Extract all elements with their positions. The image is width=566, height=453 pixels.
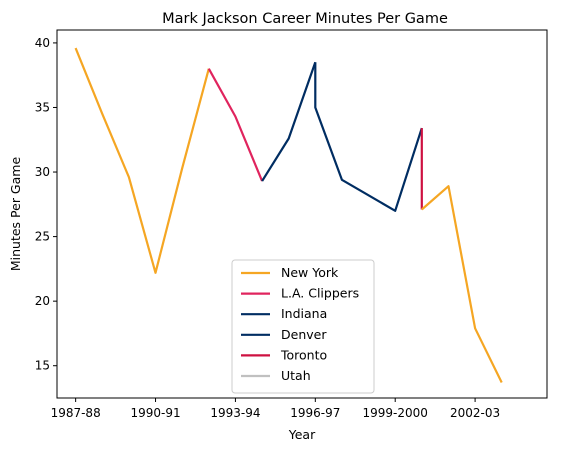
x-tick-label: 1990-91 [130,406,180,420]
y-axis-label: Minutes Per Game [8,157,23,272]
legend-label: L.A. Clippers [281,286,359,301]
y-axis: 15 20 25 30 35 40 [35,36,57,373]
x-axis-label: Year [288,427,316,442]
y-tick-label: 40 [35,36,50,50]
legend-label: Denver [281,327,327,342]
series-line-new-york [421,185,503,383]
series-line-new-york [74,47,210,274]
series-lines [74,47,503,383]
legend-label: Toronto [280,347,327,362]
y-tick-label: 20 [35,294,50,308]
x-tick-label: 1993-94 [210,406,260,420]
legend: New York L.A. Clippers Indiana Denver Toront… [231,259,375,394]
legend-label: New York [281,265,339,280]
x-tick-label: 1999-2000 [362,406,427,420]
series-line-l-a-clippers [207,68,264,182]
x-tick-label: 1996-97 [290,406,340,420]
legend-label: Utah [281,368,311,383]
chart-title: Mark Jackson Career Minutes Per Game [162,11,448,27]
series-line-indiana [261,61,317,182]
y-tick-label: 15 [35,359,50,373]
x-tick-label: 1987-88 [51,406,101,420]
y-tick-label: 25 [35,230,50,244]
x-tick-label: 2002-03 [450,406,500,420]
x-axis: 1987-88 1990-91 1993-94 1996-97 1999-2000 200… [51,398,500,420]
series-line-denver [314,62,423,212]
legend-label: Indiana [281,306,327,321]
y-tick-label: 35 [35,100,50,114]
y-tick-label: 30 [35,165,50,179]
